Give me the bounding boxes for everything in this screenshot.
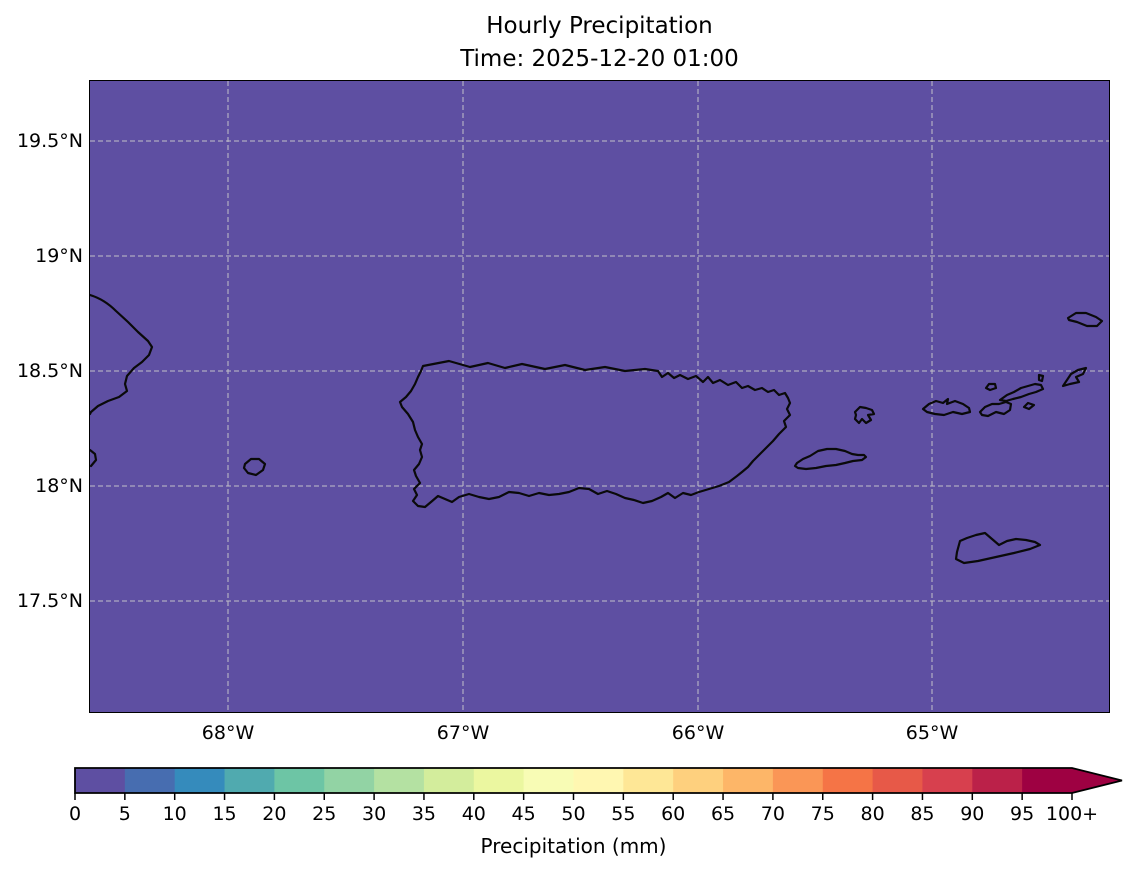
coastline-islet-west-of-tortola [984, 382, 998, 392]
coastline-st-thomas [921, 397, 972, 417]
colorbar-tick-label: 100+ [1045, 803, 1099, 825]
coastline-hispaniola-east [90, 293, 154, 416]
map-axes [89, 80, 1110, 713]
colorbar-segments [75, 768, 1073, 793]
colorbar-tick-label: 20 [262, 803, 287, 825]
colorbar-tick-label: 0 [68, 803, 82, 825]
colorbar-tick-label: 95 [1010, 803, 1035, 825]
colorbar-tick-label: 5 [118, 803, 131, 825]
colorbar-extend-arrow [1072, 768, 1122, 793]
coastline-puerto-rico [398, 359, 792, 509]
plot-title: Hourly Precipitation Time: 2025-12-20 01… [90, 10, 1109, 76]
lat-lon-gridlines [90, 81, 1109, 712]
colorbar-tick-label: 30 [362, 803, 387, 825]
coastline-peter-island [1022, 401, 1036, 411]
colorbar-tick-label: 35 [411, 803, 437, 825]
colorbar-tick-label: 50 [561, 803, 586, 825]
coastline-saona-edge [90, 448, 98, 468]
colorbar-tick-label: 40 [461, 803, 486, 825]
ytick-18n: 18°N [35, 475, 83, 497]
colorbar-tick-marks [74, 793, 1073, 800]
ytick-17-5n: 17.5°N [16, 590, 83, 612]
coastlines [90, 293, 1104, 565]
coastline-anegada [1066, 311, 1104, 328]
ytick-19-5n: 19.5°N [16, 130, 83, 152]
map-canvas [90, 81, 1109, 712]
colorbar-axis-label: Precipitation (mm) [480, 834, 667, 858]
coastline-jost-van-dyke [1037, 373, 1045, 383]
colorbar-tick-label: 65 [710, 803, 736, 825]
coastline-vieques [793, 447, 868, 471]
colorbar-tick-label: 10 [162, 803, 187, 825]
plot-title-line2: Time: 2025-12-20 01:00 [460, 46, 739, 72]
colorbar-tick-label: 70 [760, 803, 785, 825]
plot-title-line1: Hourly Precipitation [486, 13, 713, 39]
coastline-culebra [853, 405, 876, 425]
ytick-18-5n: 18.5°N [16, 360, 83, 382]
xtick-68w: 68°W [201, 722, 255, 744]
colorbar-tick-label: 60 [661, 803, 686, 825]
colorbar-tick-label: 55 [611, 803, 636, 825]
xtick-67w: 67°W [436, 722, 490, 744]
coastline-st-croix [954, 531, 1042, 565]
ytick-19n: 19°N [35, 245, 83, 267]
xtick-65w: 65°W [905, 722, 959, 744]
colorbar-tick-label: 15 [212, 803, 237, 825]
xtick-66w: 66°W [671, 722, 725, 744]
colorbar-outline [74, 767, 1123, 794]
colorbar [74, 767, 1123, 800]
colorbar-tick-label: 75 [810, 803, 835, 825]
coastline-mona-island [242, 457, 267, 477]
colorbar-tick-label: 25 [312, 803, 337, 825]
colorbar-tick-label: 45 [511, 803, 536, 825]
colorbar-tick-label: 90 [960, 803, 985, 825]
coastline-virgin-gorda [1061, 366, 1088, 388]
colorbar-tick-label: 80 [860, 803, 885, 825]
colorbar-tick-label: 85 [910, 803, 935, 825]
coastline-st-john [978, 400, 1013, 418]
coastline-tortola [998, 382, 1045, 403]
